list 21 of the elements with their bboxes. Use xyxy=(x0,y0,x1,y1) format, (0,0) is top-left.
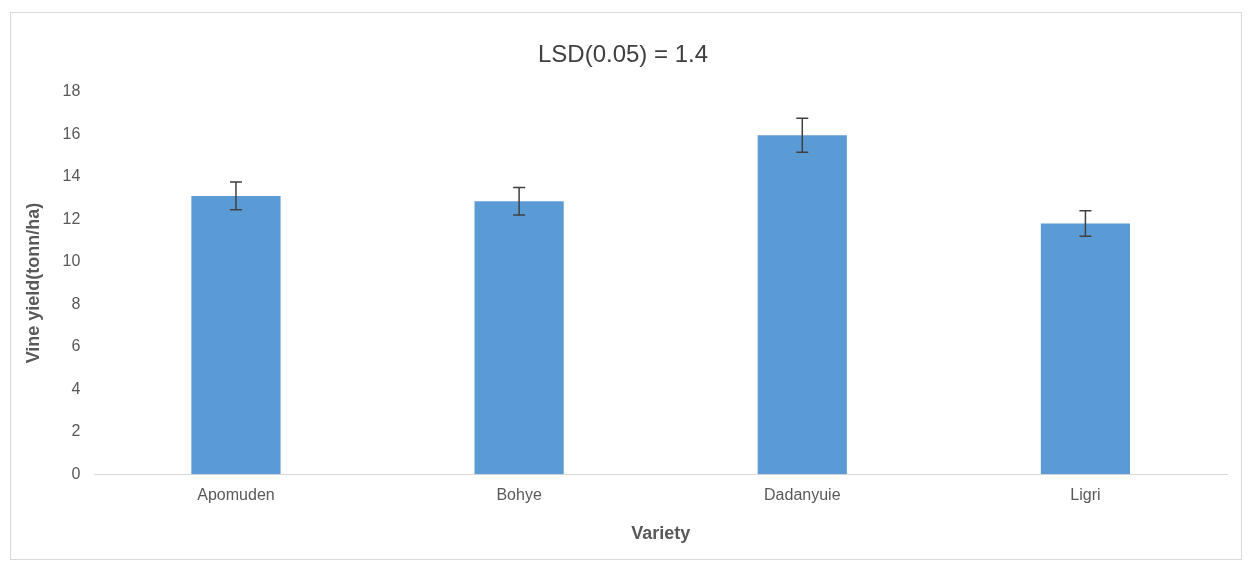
y-tick-label: 4 xyxy=(71,379,81,397)
x-tick-label: Dadanyuie xyxy=(764,486,841,504)
y-tick-label: 8 xyxy=(71,294,81,312)
x-tick-label: Apomuden xyxy=(197,486,275,504)
chart-title: LSD(0.05) = 1.4 xyxy=(537,40,709,68)
y-tick-label: 10 xyxy=(62,252,81,270)
y-tick-label: 6 xyxy=(71,337,81,355)
y-tick-label: 14 xyxy=(62,167,81,185)
bar xyxy=(191,195,281,475)
y-tick-label: 18 xyxy=(62,82,81,100)
x-tick-label: Bohye xyxy=(496,486,542,504)
y-tick-label: 0 xyxy=(71,464,81,482)
x-axis-title: Variety xyxy=(631,523,691,544)
x-tick-label: Ligri xyxy=(1070,486,1101,504)
y-tick-label: 12 xyxy=(62,209,81,227)
y-axis-title: Vine yield(tonn/ha) xyxy=(22,202,43,364)
bar xyxy=(1040,223,1131,475)
y-tick-label: 16 xyxy=(62,124,81,142)
bar xyxy=(757,135,847,475)
y-tick-label: 2 xyxy=(71,422,81,440)
bar xyxy=(474,201,564,475)
